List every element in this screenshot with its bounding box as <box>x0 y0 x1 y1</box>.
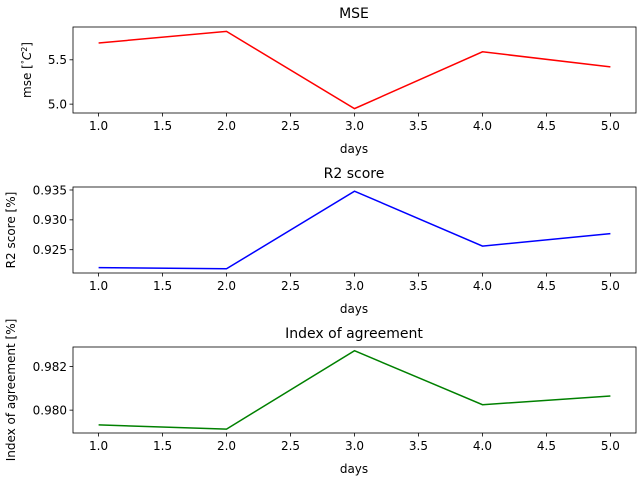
x-tick-label: 3.5 <box>409 119 428 133</box>
x-tick-label: 1.0 <box>89 119 108 133</box>
tick-layer: 1.0 1.5 2.0 2.5 3.0 3.5 4.0 4.5 5.0 0.925 0.930 0.9… <box>33 183 620 293</box>
x-tick-label: 4.0 <box>473 439 492 453</box>
y-tick-label: 0.935 <box>33 183 67 197</box>
y-tick-label: 0.930 <box>33 213 67 227</box>
x-tick-label: 4.5 <box>537 279 556 293</box>
series-line <box>98 30 611 110</box>
panel-r2-score: R2 score R2 score [%] days 1.0 1.5 2.0 2.5 3… <box>4 166 637 316</box>
x-tick-label: 4.0 <box>473 279 492 293</box>
x-axis-label: days <box>340 142 368 156</box>
plot-frame <box>72 346 637 434</box>
x-tick-label: 2.5 <box>281 119 300 133</box>
x-tick-label: 1.5 <box>153 119 172 133</box>
x-axis-label: days <box>340 462 368 476</box>
series-line <box>98 190 611 270</box>
y-axis-label-base: mse [ <box>20 64 34 98</box>
y-tick-label: 5.0 <box>48 97 67 111</box>
x-tick-label: 2.0 <box>217 279 236 293</box>
panel-index-of-agreement: Index of agreement Index of agreement [%… <box>4 319 637 476</box>
y-tick-label: 0.980 <box>33 403 67 417</box>
y-axis-label-degree: ° <box>20 60 29 64</box>
x-tick-label: 5.0 <box>601 119 620 133</box>
y-axis-label-superscript: 2 <box>20 47 29 52</box>
x-tick-label: 3.5 <box>409 439 428 453</box>
x-tick-label: 2.0 <box>217 439 236 453</box>
x-tick-label: 3.0 <box>345 119 364 133</box>
y-axis-label: mse [°C2] <box>20 42 35 98</box>
x-tick-label: 5.0 <box>601 279 620 293</box>
y-axis-label: Index of agreement [%] <box>4 319 18 462</box>
y-tick-label: 0.982 <box>33 360 67 374</box>
y-tick-label: 0.925 <box>33 243 67 257</box>
tick-layer: 1.0 1.5 2.0 2.5 3.0 3.5 4.0 4.5 5.0 0.980 0.982 <box>33 360 620 453</box>
x-tick-label: 3.5 <box>409 279 428 293</box>
y-axis-label-end: ] <box>20 42 34 47</box>
tick-layer: 1.0 1.5 2.0 2.5 3.0 3.5 4.0 4.5 5.0 5.0 5.5 <box>48 53 620 133</box>
x-tick-label: 1.5 <box>153 439 172 453</box>
chart-title: R2 score <box>324 166 385 182</box>
x-tick-label: 3.0 <box>345 439 364 453</box>
x-tick-label: 3.0 <box>345 279 364 293</box>
y-tick-label: 5.5 <box>48 53 67 67</box>
chart-title: Index of agreement <box>285 326 423 342</box>
x-axis-label: days <box>340 302 368 316</box>
y-axis-label-unit: C <box>20 51 34 60</box>
chart-title: MSE <box>339 6 369 22</box>
panel-mse: MSE mse [°C2] days 1.0 1.5 2.0 2.5 3.0 3.5 4.0… <box>20 6 637 156</box>
x-tick-label: 1.5 <box>153 279 172 293</box>
x-tick-label: 1.0 <box>89 279 108 293</box>
x-tick-label: 2.5 <box>281 279 300 293</box>
x-tick-label: 4.5 <box>537 439 556 453</box>
x-tick-label: 2.0 <box>217 119 236 133</box>
y-axis-label: R2 score [%] <box>4 192 18 269</box>
x-tick-label: 4.0 <box>473 119 492 133</box>
plot-frame <box>72 186 637 274</box>
x-tick-label: 5.0 <box>601 439 620 453</box>
x-tick-label: 2.5 <box>281 439 300 453</box>
x-tick-label: 4.5 <box>537 119 556 133</box>
x-tick-label: 1.0 <box>89 439 108 453</box>
series-line <box>98 349 611 430</box>
plot-frame <box>72 26 637 114</box>
